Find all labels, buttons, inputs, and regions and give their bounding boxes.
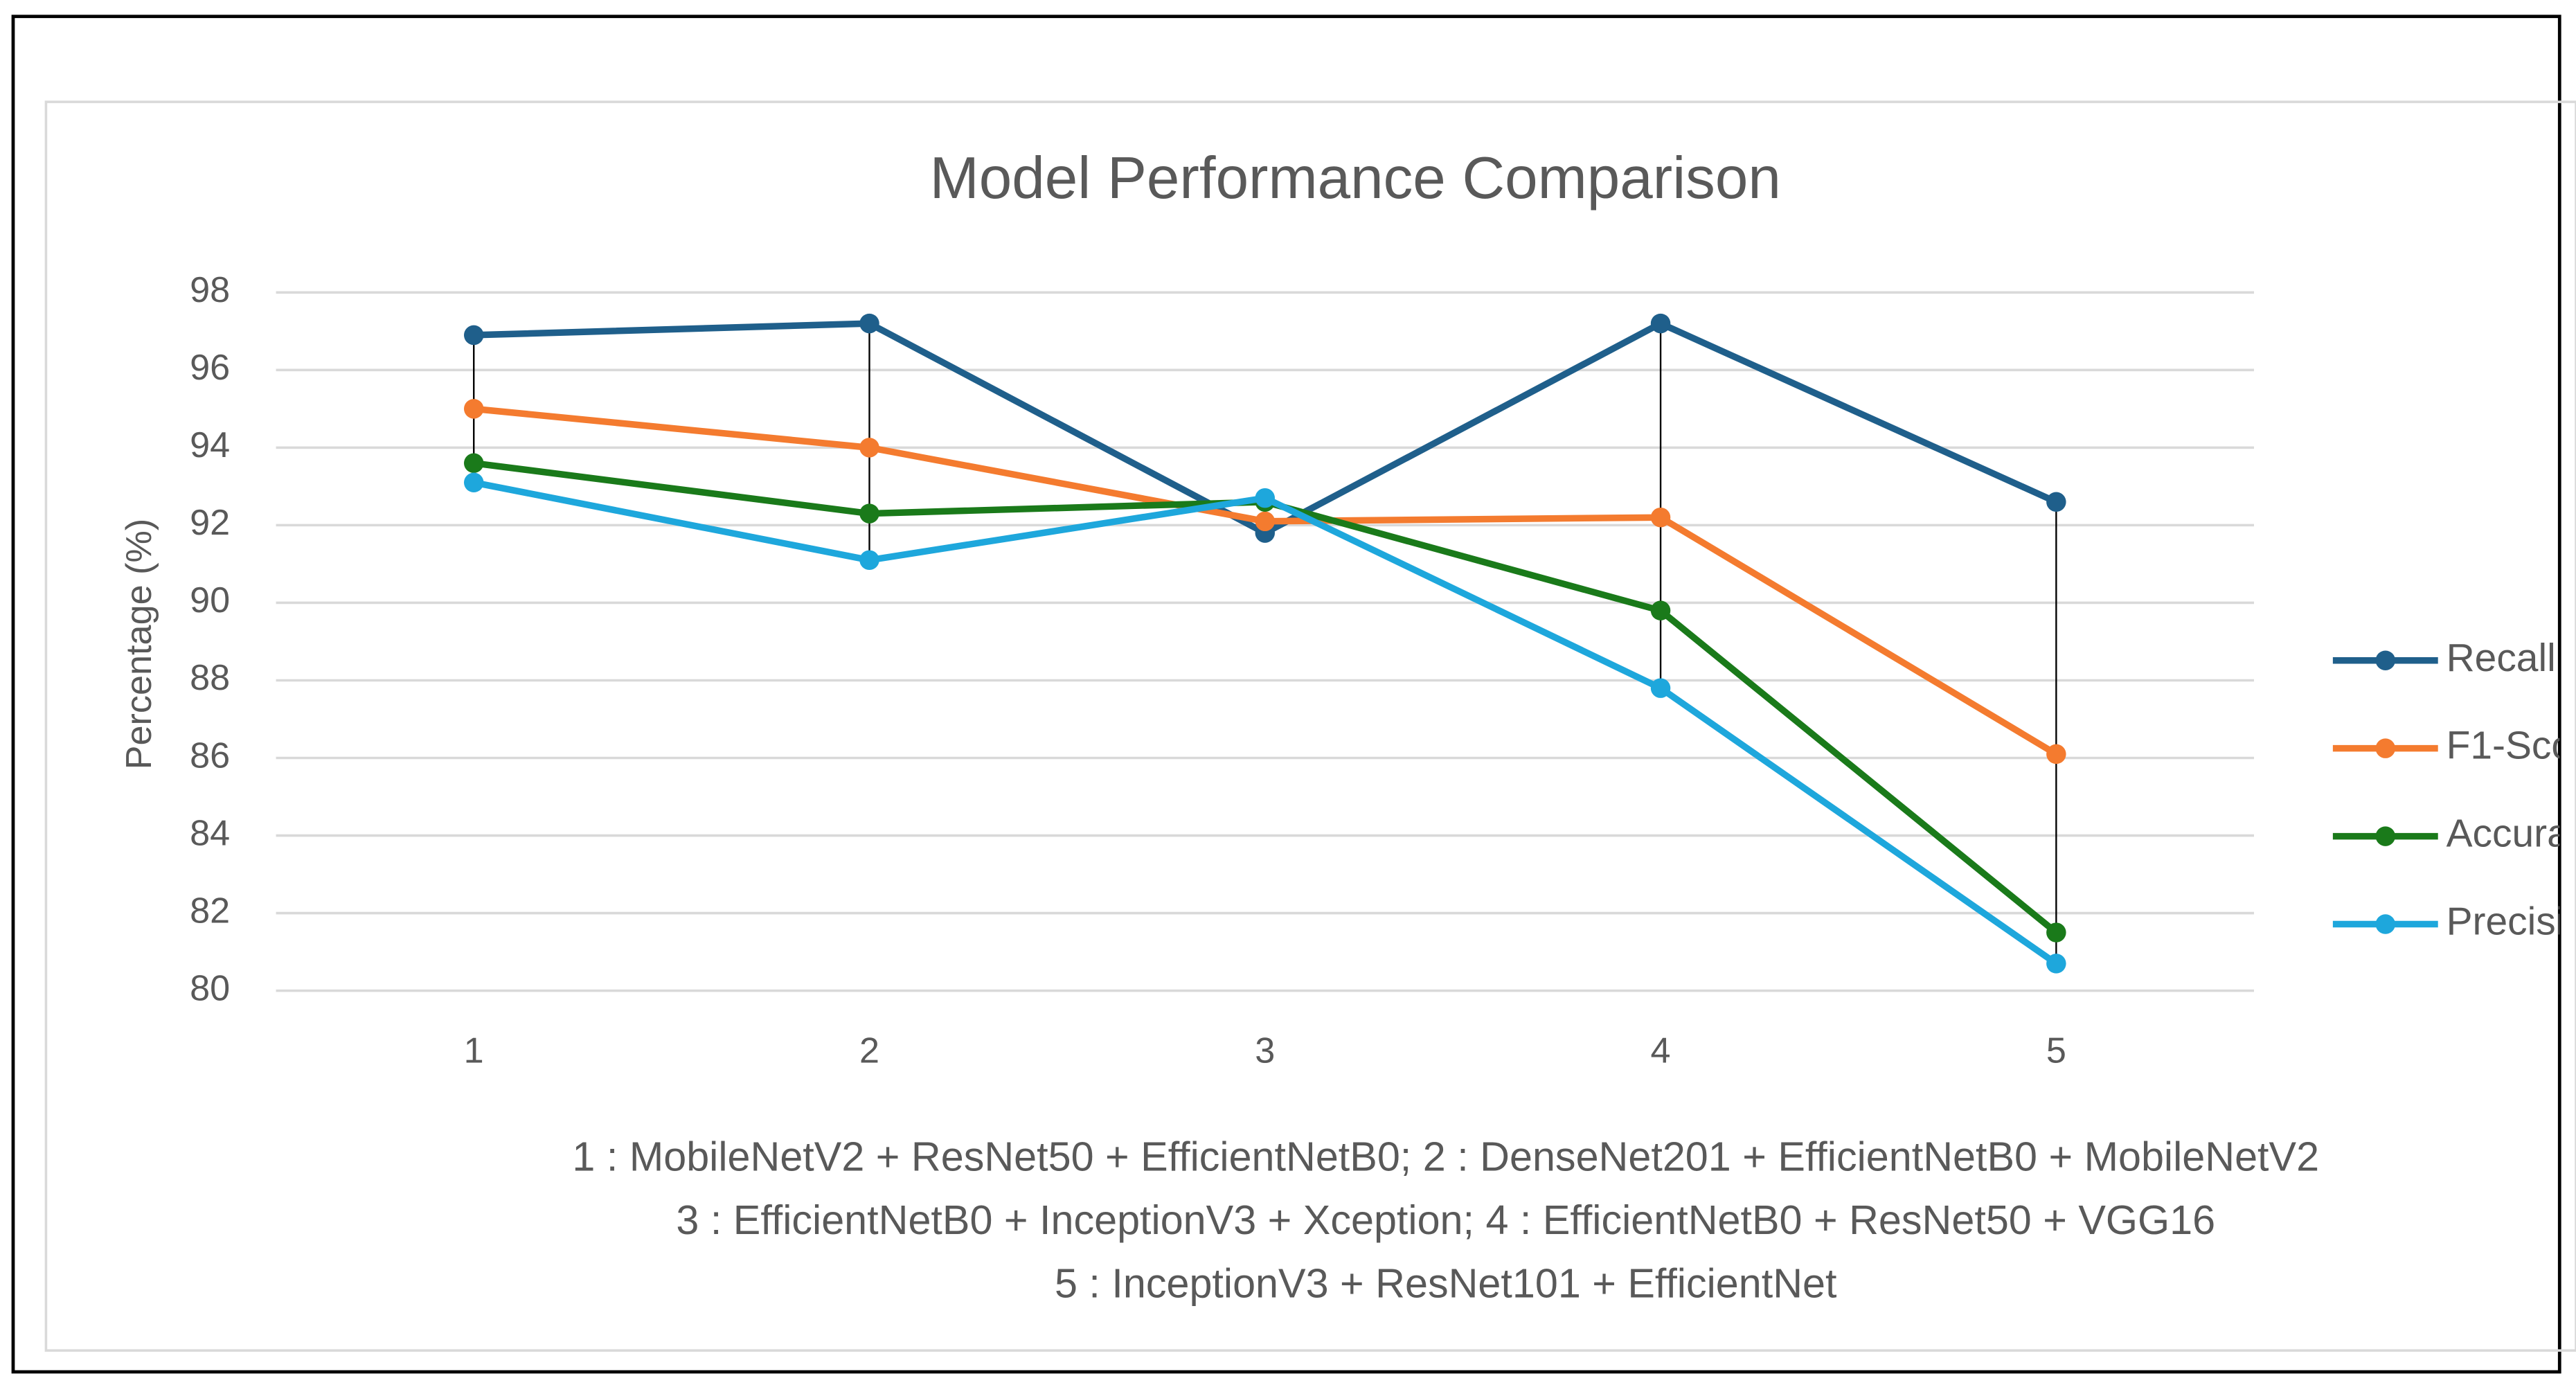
- y-tick-label: 86: [190, 735, 230, 776]
- x-tick-label: 5: [2046, 1031, 2066, 1071]
- y-tick-label: 80: [190, 968, 230, 1008]
- data-point: [1255, 511, 1276, 532]
- legend-label: Precision: [2447, 900, 2576, 944]
- data-point: [463, 325, 484, 346]
- y-tick-label: 82: [190, 891, 230, 931]
- y-axis-label: Percentage (%): [119, 519, 159, 770]
- legend-label: F1-Score: [2447, 724, 2576, 768]
- category-note: 3 : EfficientNetB0 + InceptionV3 + Xcept…: [676, 1197, 2215, 1243]
- data-point: [859, 313, 879, 334]
- y-tick-label: 96: [190, 348, 230, 388]
- y-tick-label: 92: [190, 503, 230, 543]
- outer-frame: [11, 15, 2561, 1374]
- legend-label: Accuracy: [2447, 812, 2576, 856]
- y-tick-label: 98: [190, 270, 230, 310]
- data-point: [2046, 492, 2066, 512]
- data-point: [859, 550, 879, 571]
- y-tick-label: 90: [190, 580, 230, 620]
- category-note: 5 : InceptionV3 + ResNet101 + EfficientN…: [1055, 1260, 1837, 1306]
- legend-marker: [2375, 826, 2396, 846]
- legend-marker: [2375, 650, 2396, 670]
- data-point: [1650, 678, 1671, 698]
- category-note: 1 : MobileNetV2 + ResNet50 + EfficientNe…: [572, 1134, 2319, 1180]
- x-tick-label: 2: [859, 1031, 879, 1071]
- plot: 80 82 84 86 88 90 92 94 96 98 1 2 3 4 5 Recall F1-Score A…: [190, 270, 2576, 1306]
- legend-marker: [2375, 914, 2396, 934]
- x-tick-label: 4: [1651, 1031, 1671, 1071]
- legend-label: Recall: [2447, 636, 2556, 680]
- data-point: [2046, 922, 2066, 942]
- y-tick-label: 88: [190, 658, 230, 698]
- y-tick-label: 94: [190, 425, 230, 465]
- chart-area: [44, 100, 2576, 1352]
- data-point: [859, 438, 879, 458]
- data-point: [1255, 488, 1276, 508]
- data-point: [859, 503, 879, 524]
- data-point: [463, 472, 484, 493]
- data-point: [2046, 744, 2066, 765]
- legend-marker: [2375, 738, 2396, 758]
- y-tick-label: 84: [190, 813, 230, 853]
- data-point: [1650, 313, 1671, 334]
- data-point: [463, 399, 484, 419]
- data-point: [1650, 507, 1671, 528]
- x-tick-label: 3: [1255, 1031, 1275, 1071]
- data-point: [463, 453, 484, 474]
- chart-title: Model Performance Comparison: [930, 145, 1781, 211]
- x-tick-label: 1: [464, 1031, 484, 1071]
- data-point: [1650, 600, 1671, 620]
- data-point: [2046, 954, 2066, 974]
